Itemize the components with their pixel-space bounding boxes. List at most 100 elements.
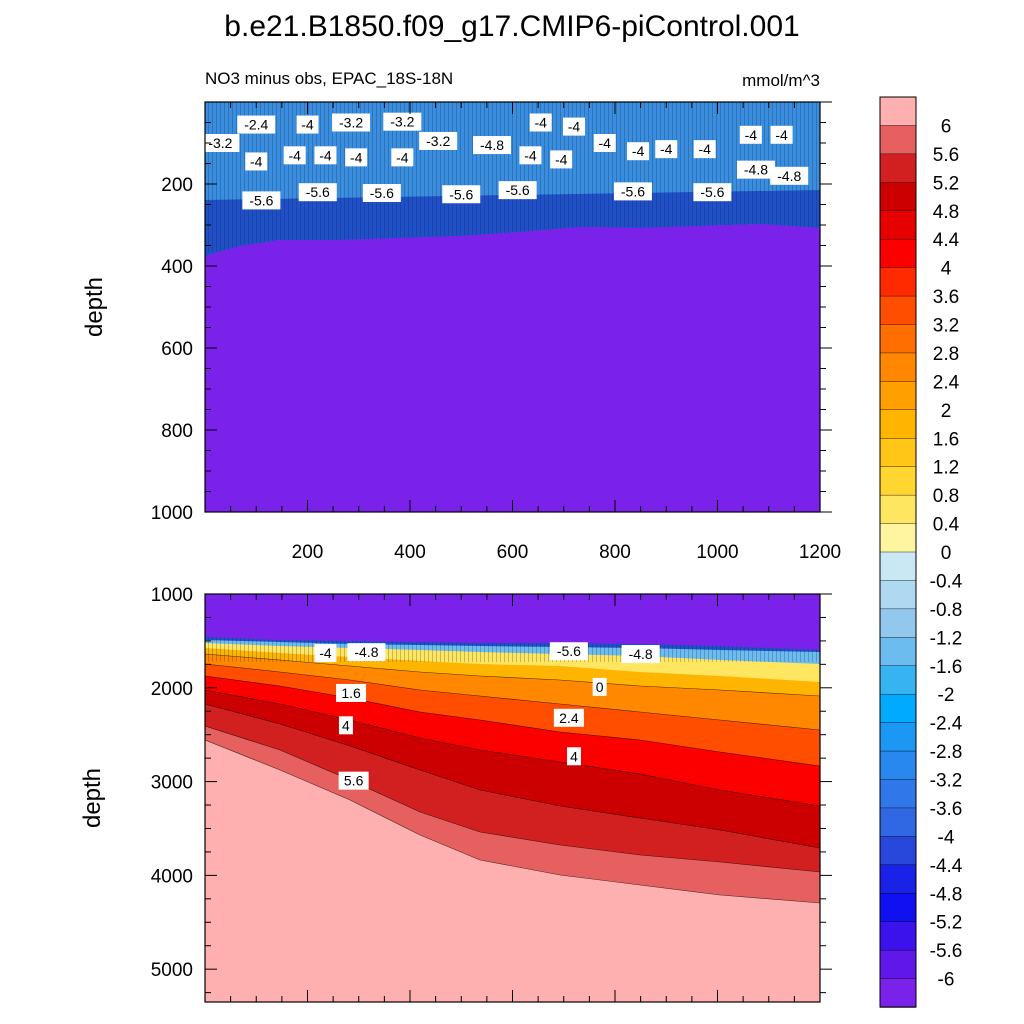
upper-contour-label-bg [593, 134, 616, 152]
upper-panel: NO3 minus obs, EPAC_18S-18N mmol/m^3 -3.… [81, 69, 841, 563]
upper-contour-label: -3.2 [419, 131, 458, 150]
colorbar-swatch [879, 153, 917, 184]
colorbar-label: -4.4 [930, 856, 963, 877]
colorbar-swatch [879, 295, 917, 326]
upper-contour-label-bg [314, 146, 337, 165]
colorbar-label: 4.4 [933, 230, 960, 251]
lower-contour-label-text: 4 [342, 717, 350, 733]
upper-contour-label-bg [442, 185, 481, 204]
lower-contour-label: 5.6 [338, 771, 369, 790]
lower-contour-label-bg [338, 771, 369, 790]
upper-contour-label-text: -5.6 [506, 182, 530, 198]
upper-contour-label-bg [693, 183, 732, 202]
upper-contour-label-bg [563, 117, 585, 136]
upper-contour-label-text: -5.6 [249, 192, 273, 208]
upper-contour-label-bg [627, 142, 650, 161]
upper-contour-label-bg [498, 181, 537, 200]
upper-contour-label-bg [391, 148, 414, 167]
upper-contour-label-text: -5.6 [621, 183, 645, 199]
lower-ticks: 1000 2000 3000 4000 5000 [151, 585, 832, 1002]
lower-contour-label-text: -4.8 [629, 646, 653, 662]
colorbar-swatch [879, 438, 917, 468]
upper-subtitle: NO3 minus obs, EPAC_18S-18N [205, 69, 453, 88]
lower-contour-label: 1.6 [336, 683, 367, 702]
colorbar-swatch [879, 523, 917, 553]
colorbar-swatch [879, 466, 917, 496]
upper-contour-label: -4 [314, 146, 337, 165]
upper-contour-label-bg [298, 183, 337, 202]
colorbar-swatch [879, 551, 917, 582]
upper-contour-label-bg [237, 115, 276, 134]
lower-ytick-label: 1000 [151, 585, 193, 606]
upper-contour-label-text: -4 [698, 141, 711, 157]
upper-ytick-label: 400 [161, 257, 193, 278]
colorbar-label: -5.2 [930, 913, 963, 934]
upper-contour-label: -4 [693, 140, 716, 159]
lower-contour-label-bg [567, 747, 581, 766]
upper-contour-label-bg [529, 113, 552, 132]
upper-contour-label-bg [296, 115, 319, 134]
colorbar-label: -3.2 [930, 771, 963, 792]
colorbar-label: -2.8 [930, 742, 963, 763]
upper-contour-label-text: -2.4 [244, 117, 268, 133]
upper-contour-label-bg [419, 131, 458, 150]
lower-contour-label-bg [592, 677, 607, 696]
upper-xtick-label: 1200 [799, 542, 841, 563]
upper-contour-label-bg [739, 125, 762, 144]
upper-contour-label: -4 [296, 115, 319, 134]
colorbar-label: 4 [941, 259, 952, 280]
upper-xtick-label: 800 [599, 542, 631, 563]
lower-contour-label-text: 1.6 [341, 685, 361, 701]
colorbar-swatch [879, 750, 917, 781]
colorbar-label: 4.8 [933, 202, 959, 223]
lower-contour-label-bg [338, 716, 353, 735]
lower-contour-label-text: 4 [570, 748, 578, 764]
colorbar-swatch [879, 921, 917, 951]
upper-contour-label-bg [736, 160, 775, 179]
colorbar-label: -1.6 [930, 657, 963, 678]
colorbar-swatch [879, 409, 917, 439]
figure-title: b.e21.B1850.f09_g17.CMIP6-piControl.001 [224, 10, 799, 43]
upper-contour-label-text: -4 [599, 135, 612, 151]
colorbar-label: 5.2 [933, 173, 959, 194]
upper-contour-label: -4 [655, 140, 678, 159]
upper-contour-label: -4 [345, 148, 368, 167]
lower-contour-label: 4 [567, 747, 581, 766]
upper-contour-label-text: -5.6 [449, 186, 473, 202]
colorbar-swatch [879, 665, 917, 695]
colorbar-label: -3.6 [930, 799, 963, 820]
colorbar-swatch [879, 494, 917, 525]
upper-contour-label: -4.8 [736, 160, 775, 179]
upper-contour-label-bg [245, 152, 268, 171]
lower-contour-label-bg [621, 645, 660, 664]
upper-contour-label-text: -4 [632, 143, 645, 159]
upper-xtick-label: 200 [292, 542, 324, 563]
colorbar-label: -2.4 [930, 714, 963, 735]
colorbar-label: 5.6 [933, 145, 959, 166]
upper-contour-label-text: -4.8 [777, 168, 801, 184]
upper-contour-label: -4 [593, 134, 616, 152]
upper-contour-label-text: -4 [555, 151, 568, 167]
lower-contour-label: -4.8 [347, 643, 386, 662]
upper-contour-label: -5.6 [298, 183, 337, 202]
upper-contour-label: -4 [563, 117, 585, 136]
upper-contour-label-bg [693, 140, 716, 159]
colorbar-swatch [879, 637, 917, 667]
colorbar-swatch [879, 949, 917, 980]
units-label: mmol/m^3 [742, 71, 820, 90]
colorbar-swatch [879, 324, 917, 354]
upper-contour-label-bg [655, 140, 678, 159]
colorbar-label: -2 [938, 685, 955, 706]
lower-contour-labels: -4 -4.8 -5.6 -4.8 0 1.6 2.4 4 4 5.6 [314, 642, 660, 790]
upper-xtick-label: 400 [394, 542, 426, 563]
colorbar-swatch [879, 807, 917, 838]
colorbar-label: 2.4 [933, 372, 960, 393]
upper-contour-label: -4 [739, 125, 762, 144]
colorbar-label: -0.8 [930, 600, 963, 621]
upper-contour-label-text: -4 [775, 127, 788, 143]
lower-panel: -4 -4.8 -5.6 -4.8 0 1.6 2.4 4 4 5.6 1000 2000 3000 4… [79, 585, 832, 1003]
colorbar-label: 2.8 [933, 344, 959, 365]
upper-contour-label-bg [332, 113, 371, 132]
upper-contour-label-bg [383, 112, 422, 131]
upper-contour-label-bg [550, 150, 573, 169]
